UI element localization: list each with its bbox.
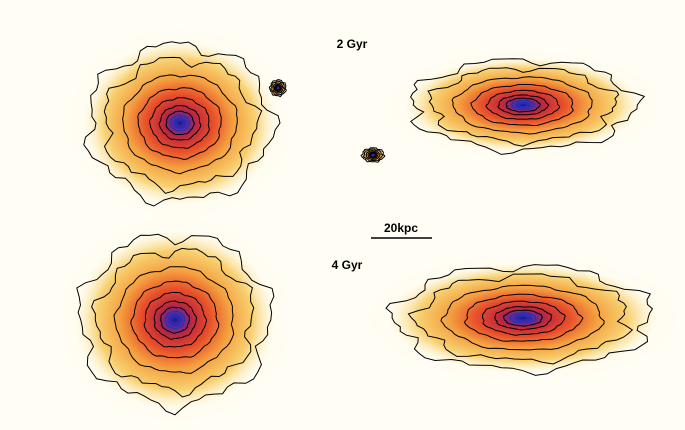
contour — [274, 84, 282, 92]
contour — [91, 247, 255, 398]
contour — [143, 291, 208, 348]
contour — [160, 306, 190, 334]
contour — [273, 83, 283, 93]
contour — [505, 97, 541, 113]
contour — [511, 100, 535, 111]
contour — [494, 306, 552, 331]
contour — [372, 154, 374, 156]
contour — [517, 315, 529, 321]
contour — [470, 84, 574, 127]
contour — [83, 41, 281, 207]
galaxy-body — [388, 263, 658, 373]
contour — [368, 152, 377, 158]
contour — [168, 313, 182, 327]
contour — [367, 151, 379, 159]
contour — [130, 280, 220, 359]
contour — [427, 67, 620, 147]
galaxies — [56, 25, 683, 427]
galaxy-body — [83, 41, 277, 205]
contour — [76, 233, 275, 416]
contour — [485, 89, 561, 120]
contour — [360, 147, 386, 163]
contour — [451, 76, 593, 135]
contour — [497, 94, 550, 116]
contour — [148, 97, 210, 149]
contour — [165, 110, 195, 136]
galaxy-body — [75, 230, 275, 410]
contour — [113, 266, 235, 374]
contour — [170, 114, 191, 132]
contour — [173, 117, 187, 129]
contour — [122, 74, 238, 175]
contour — [515, 101, 531, 109]
galaxy-body — [405, 57, 641, 153]
contour — [463, 293, 584, 342]
contour — [272, 82, 284, 94]
contour — [503, 309, 543, 327]
scale-label: 20kpc — [384, 221, 418, 235]
contour — [175, 119, 185, 127]
contour — [170, 315, 180, 324]
contour — [365, 150, 381, 161]
contour — [270, 80, 286, 96]
time-label: 2 Gyr — [337, 37, 368, 51]
contour — [517, 102, 529, 108]
contour — [277, 87, 279, 89]
contour — [407, 273, 634, 365]
contour — [509, 312, 537, 324]
contour — [268, 79, 287, 98]
contour — [137, 87, 222, 161]
contour — [440, 284, 605, 351]
contour — [153, 300, 198, 340]
contour — [164, 311, 186, 330]
contour — [385, 264, 654, 376]
time-label: 4 Gyr — [332, 258, 363, 272]
contour — [481, 300, 566, 336]
contour — [103, 56, 263, 194]
contour — [362, 148, 384, 162]
contour — [158, 104, 202, 141]
contour — [513, 314, 533, 322]
contour — [410, 58, 646, 155]
